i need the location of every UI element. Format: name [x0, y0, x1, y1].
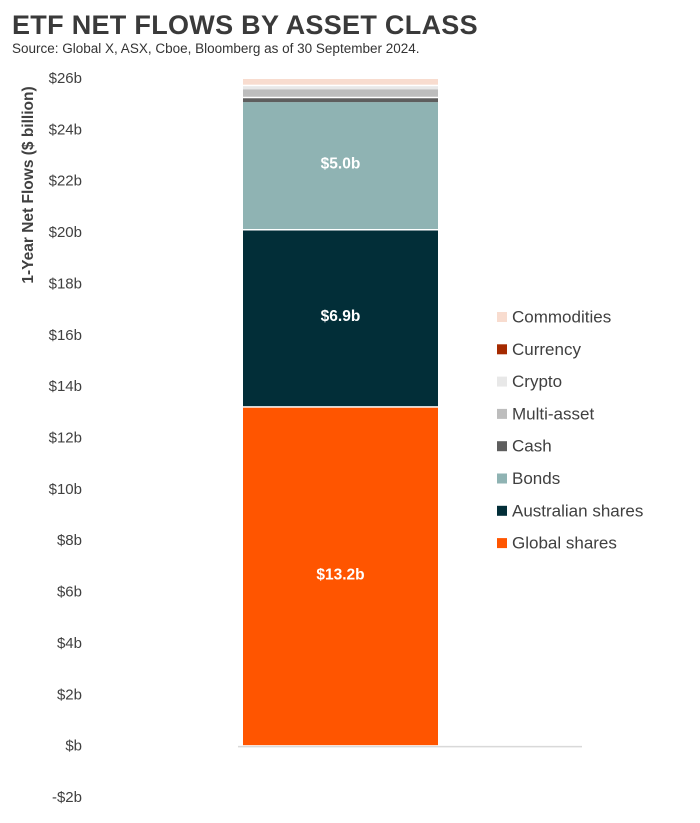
y-tick-label: $10b — [49, 481, 82, 498]
bar-segment-australian-shares — [243, 230, 438, 407]
legend-swatch-bonds — [497, 473, 507, 484]
y-tick-label: $8b — [57, 532, 82, 549]
y-tick-label: $b — [65, 738, 82, 755]
legend-label-commodities: Commodities — [512, 307, 611, 326]
y-tick-label: $6b — [57, 584, 82, 601]
bar-segment-multi-asset — [243, 89, 438, 97]
legend-label-global-shares: Global shares — [512, 534, 617, 553]
y-tick-label: -$2b — [52, 789, 82, 806]
legend-swatch-multi-asset — [497, 408, 507, 419]
y-tick-label: $26b — [49, 70, 82, 87]
data-label-bonds: $5.0b — [321, 155, 361, 172]
bar-segment-bonds — [243, 102, 438, 230]
y-tick-label: $24b — [49, 121, 82, 138]
legend-swatch-global-shares — [497, 538, 507, 549]
y-axis-title-group: 1-Year Net Flows ($ billion) — [20, 86, 37, 283]
bar-segment-cash — [243, 98, 438, 103]
y-tick-label: $22b — [49, 173, 82, 190]
legend-swatch-australian-shares — [497, 505, 507, 516]
y-axis-title: 1-Year Net Flows ($ billion) — [20, 86, 37, 283]
data-label-australian-shares: $6.9b — [321, 308, 361, 325]
legend-swatch-cash — [497, 441, 507, 452]
bar-segment-crypto — [243, 86, 438, 90]
data-label-global-shares: $13.2b — [316, 566, 364, 583]
data-labels: $13.2b $6.9b $5.0b — [316, 155, 364, 583]
legend-label-bonds: Bonds — [512, 469, 560, 488]
legend-label-multi-asset: Multi-asset — [512, 404, 594, 423]
y-tick-label: $18b — [49, 275, 82, 292]
stacked-bar — [243, 79, 438, 746]
y-tick-label: $4b — [57, 635, 82, 652]
chart-title: ETF NET FLOWS BY ASSET CLASS — [12, 10, 478, 40]
legend-label-australian-shares: Australian shares — [512, 501, 643, 520]
legend-swatch-currency — [497, 344, 507, 355]
legend: Commodities Currency Crypto Multi-asset Cash… — [497, 307, 643, 553]
y-axis-tick-labels: -$2b $b $2b $4b $6b $8b $10b $12b $14b $16b $18b $2… — [49, 70, 82, 806]
legend-label-currency: Currency — [512, 340, 581, 359]
y-tick-label: $20b — [49, 224, 82, 241]
chart-subtitle: Source: Global X, ASX, Cboe, Bloomberg a… — [12, 41, 420, 56]
legend-label-crypto: Crypto — [512, 372, 562, 391]
legend-label-cash: Cash — [512, 437, 552, 456]
legend-swatch-commodities — [497, 312, 507, 322]
bar-segment-global-shares — [243, 407, 438, 746]
y-tick-label: $12b — [49, 429, 82, 446]
legend-swatch-crypto — [497, 376, 507, 387]
y-tick-label: $14b — [49, 378, 82, 395]
y-tick-label: $2b — [57, 686, 82, 703]
y-tick-label: $16b — [49, 327, 82, 344]
bar-segment-commodities — [243, 79, 438, 85]
